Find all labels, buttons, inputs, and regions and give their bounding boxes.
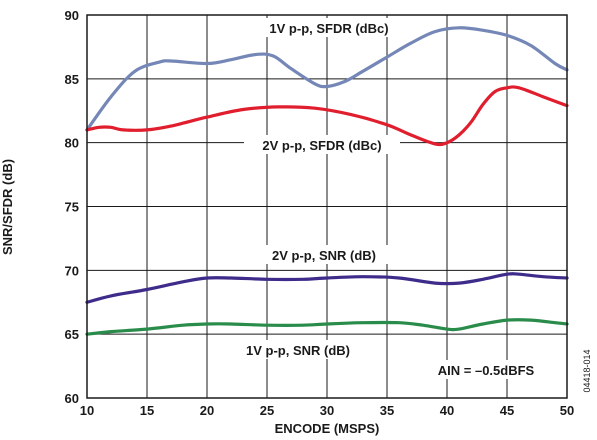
x-tick-label: 10 <box>80 403 94 418</box>
y-tick-label: 90 <box>65 8 79 23</box>
series-lines <box>85 26 569 336</box>
label-2v-snr: 2V p-p, SNR (dB) <box>254 245 394 264</box>
x-tick-label: 20 <box>200 403 214 418</box>
label-1v-snr-text: 1V p-p, SNR (dB) <box>246 343 350 358</box>
series-line-1v-p-p-sfdr-dbc <box>85 26 569 132</box>
series-line-2v-p-p-snr-db <box>85 272 569 304</box>
plot-frame <box>86 14 568 399</box>
series-line-1v-p-p-snr-db <box>85 318 569 336</box>
y-tick-label: 60 <box>65 391 79 406</box>
x-axis-title: ENCODE (MSPS) <box>275 421 380 436</box>
x-tick-label: 50 <box>560 403 574 418</box>
x-tick-labels: 10 15 20 25 30 35 40 45 50 <box>80 403 574 418</box>
label-1v-snr: 1V p-p, SNR (dB) <box>228 340 368 359</box>
label-2v-sfdr: 2V p-p, SFDR (dBc) <box>244 135 400 154</box>
condition-label-text: AIN = –0.5dBFS <box>438 363 535 378</box>
y-tick-labels: 60 65 70 75 80 85 90 <box>65 8 79 406</box>
y-tick-label: 75 <box>65 200 79 215</box>
series-line-2v-p-p-sfdr-dbc <box>85 85 569 147</box>
label-2v-snr-text: 2V p-p, SNR (dB) <box>272 248 376 263</box>
x-tick-label: 30 <box>320 403 334 418</box>
x-tick-label: 25 <box>260 403 274 418</box>
label-1v-sfdr-text: 1V p-p, SFDR (dBc) <box>269 21 388 36</box>
y-tick-label: 65 <box>65 327 79 342</box>
y-tick-label: 85 <box>65 72 79 87</box>
label-1v-sfdr: 1V p-p, SFDR (dBc) <box>251 18 407 37</box>
x-tick-label: 35 <box>380 403 394 418</box>
x-tick-label: 45 <box>500 403 514 418</box>
y-axis-title: SNR/SFDR (dB) <box>0 159 15 255</box>
label-2v-sfdr-text: 2V p-p, SFDR (dBc) <box>262 138 381 153</box>
x-tick-label: 15 <box>140 403 154 418</box>
x-tick-label: 40 <box>440 403 454 418</box>
grid <box>87 15 567 398</box>
figure-id: 04418-014 <box>582 349 592 392</box>
condition-label: AIN = –0.5dBFS <box>420 360 552 379</box>
y-tick-label: 80 <box>65 136 79 151</box>
y-tick-label: 70 <box>65 263 79 278</box>
